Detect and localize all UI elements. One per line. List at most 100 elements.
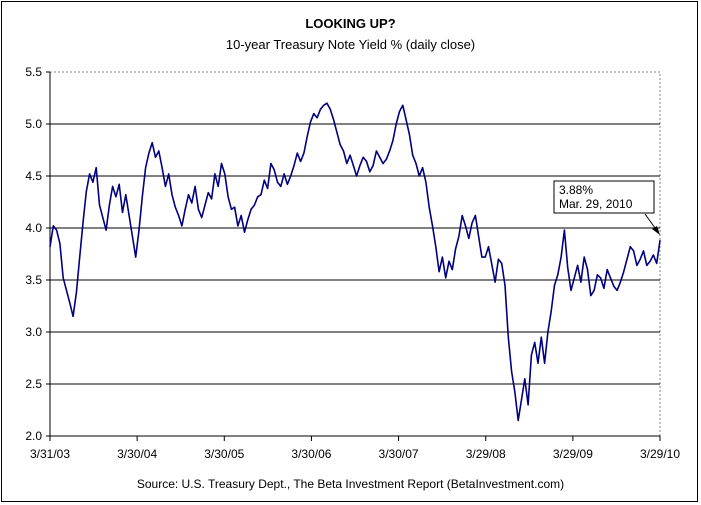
data-point (550, 310, 552, 312)
data-point (191, 202, 193, 204)
data-point (168, 173, 170, 175)
data-point (593, 289, 595, 291)
data-point (626, 258, 628, 260)
data-point (300, 160, 302, 162)
data-point (365, 160, 368, 162)
data-point (339, 144, 341, 146)
data-point (359, 165, 361, 167)
data-point (527, 404, 529, 406)
data-point (349, 154, 351, 156)
data-point (494, 281, 496, 283)
data-point (154, 156, 157, 158)
data-point (431, 225, 434, 227)
y-tick-label: 2.0 (25, 429, 42, 443)
data-point (405, 119, 407, 121)
data-point (540, 336, 542, 338)
data-point (52, 225, 54, 227)
data-point (629, 246, 631, 248)
data-point (72, 315, 74, 317)
data-point (303, 152, 305, 154)
data-point (547, 331, 549, 333)
data-point (501, 262, 503, 264)
data-point (201, 217, 203, 219)
x-tick-label: 3/30/06 (291, 447, 331, 461)
data-point (237, 225, 239, 227)
data-point (115, 196, 117, 198)
data-point (471, 222, 473, 224)
data-point (293, 165, 295, 167)
annotation-value: 3.88% (559, 183, 593, 197)
y-tick-label: 3.5 (25, 273, 42, 287)
data-point (227, 196, 229, 198)
data-point (369, 171, 371, 173)
x-tick-label: 3/29/09 (553, 447, 593, 461)
data-point (204, 204, 206, 206)
data-point (79, 256, 81, 258)
data-point (118, 183, 120, 185)
data-point (570, 289, 572, 291)
data-point (161, 167, 163, 169)
data-point (75, 291, 77, 294)
data-point (138, 229, 140, 231)
chart-title: LOOKING UP? (305, 16, 396, 31)
data-point (623, 271, 625, 273)
data-point (49, 246, 51, 248)
data-point (240, 214, 242, 217)
data-point (260, 194, 262, 196)
data-point (451, 269, 453, 271)
data-point (659, 239, 661, 242)
data-point (619, 281, 622, 283)
x-tick-label: 3/31/03 (30, 447, 70, 461)
chart-source: Source: U.S. Treasury Dept., The Beta In… (136, 477, 565, 491)
data-point (507, 336, 509, 338)
data-point (276, 181, 279, 183)
data-point (352, 165, 354, 167)
data-point (372, 165, 374, 167)
data-point (56, 229, 58, 231)
x-tick-label: 3/29/08 (466, 447, 506, 461)
data-point (553, 284, 556, 286)
data-point (319, 108, 321, 110)
data-point (484, 256, 486, 258)
data-point (652, 254, 655, 256)
data-point (220, 162, 223, 165)
data-point (145, 167, 147, 169)
data-point (164, 185, 166, 187)
data-point (517, 419, 519, 421)
data-point (491, 263, 493, 265)
data-point (563, 229, 566, 231)
data-point (636, 264, 638, 266)
data-point (385, 158, 387, 160)
data-point (329, 108, 331, 110)
data-point (603, 287, 605, 289)
data-point (478, 235, 480, 237)
data-point (230, 208, 232, 210)
data-point (609, 277, 612, 279)
data-point (412, 154, 414, 156)
data-point (323, 104, 325, 106)
data-point (487, 246, 490, 248)
data-point (128, 214, 130, 217)
data-point (382, 162, 384, 165)
data-point (187, 194, 190, 196)
data-point (151, 142, 153, 144)
data-point (511, 370, 513, 373)
x-tick-label: 3/29/10 (640, 447, 680, 461)
data-point (567, 266, 569, 269)
data-point (69, 302, 71, 304)
data-point (438, 271, 440, 273)
data-point (280, 185, 282, 187)
data-point (92, 181, 94, 183)
data-point (253, 204, 255, 206)
data-point (148, 152, 150, 154)
data-point (613, 285, 615, 287)
x-tick-label: 3/30/04 (117, 447, 157, 461)
data-point (504, 284, 506, 286)
data-point (333, 119, 335, 121)
y-tick-label: 5.0 (25, 117, 42, 131)
plot-area (49, 71, 661, 437)
data-point (290, 175, 292, 177)
data-point (286, 183, 288, 185)
data-point (178, 214, 180, 217)
annotation-arrowhead (652, 226, 660, 235)
